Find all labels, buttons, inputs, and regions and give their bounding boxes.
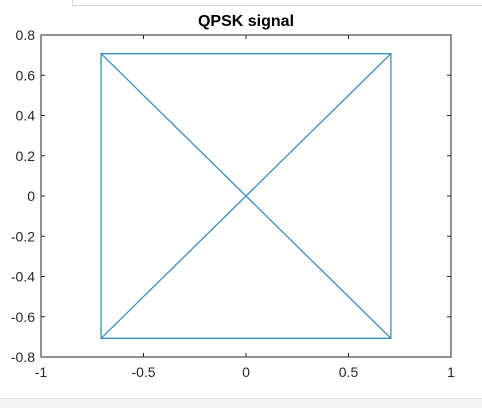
x-tick-labels: -1 -0.5 0 0.5 1: [35, 364, 455, 380]
y-tick-labels: 0.8 0.6 0.4 0.2 0 -0.2 -0.4 -0.6 -0.8: [11, 27, 35, 365]
y-tick-label: 0.2: [16, 148, 36, 164]
y-tick-label: 0.6: [16, 67, 36, 83]
y-tick-label: -0.8: [11, 349, 35, 365]
series-group: [100, 53, 392, 339]
x-tick-label: 1: [447, 364, 455, 380]
chart-title: QPSK signal: [198, 13, 294, 30]
y-tick-label: -0.2: [11, 228, 35, 244]
x-tick-label: -1: [35, 364, 48, 380]
y-tick-label: 0.8: [16, 27, 36, 43]
y-tick-label: 0: [27, 188, 35, 204]
y-tick-label: -0.4: [11, 269, 35, 285]
x-tick-label: -0.5: [131, 364, 155, 380]
window-top-edge: [72, 0, 482, 6]
x-tick-label: 0: [242, 364, 250, 380]
x-tick-label: 0.5: [339, 364, 359, 380]
y-tick-label: -0.6: [11, 309, 35, 325]
window-bottom-edge: [0, 398, 482, 408]
series-line: [100, 53, 392, 339]
y-tick-label: 0.4: [16, 108, 36, 124]
axis-ticks: [40, 34, 452, 358]
